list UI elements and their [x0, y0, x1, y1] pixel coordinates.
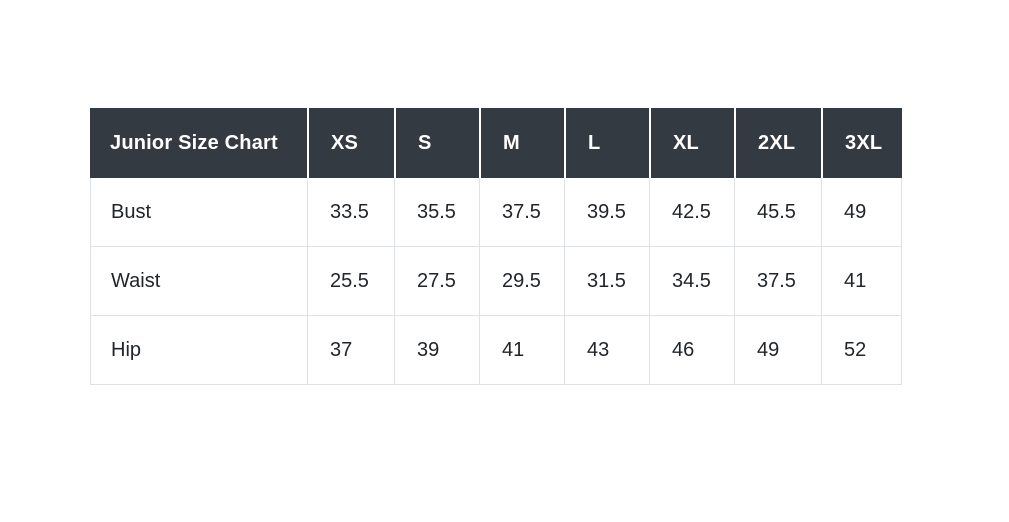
size-value-cell: 37.5 [479, 178, 564, 247]
column-header-l: L [564, 108, 649, 178]
size-value-cell: 31.5 [564, 247, 649, 316]
row-label: Waist [90, 247, 307, 316]
size-value-cell: 37.5 [734, 247, 821, 316]
size-value-cell: 41 [821, 247, 902, 316]
row-label: Bust [90, 178, 307, 247]
column-header-xl: XL [649, 108, 734, 178]
table-row-bust: Bust 33.5 35.5 37.5 39.5 42.5 45.5 49 [90, 178, 902, 247]
table-row-hip: Hip 37 39 41 43 46 49 52 [90, 316, 902, 385]
column-header-2xl: 2XL [734, 108, 821, 178]
size-value-cell: 39.5 [564, 178, 649, 247]
size-value-cell: 35.5 [394, 178, 479, 247]
size-value-cell: 43 [564, 316, 649, 385]
table-body: Bust 33.5 35.5 37.5 39.5 42.5 45.5 49 Waist 25.5 2… [90, 178, 902, 385]
column-header-s: S [394, 108, 479, 178]
size-value-cell: 27.5 [394, 247, 479, 316]
size-value-cell: 49 [821, 178, 902, 247]
size-value-cell: 33.5 [307, 178, 394, 247]
size-value-cell: 49 [734, 316, 821, 385]
table-header: Junior Size Chart XS S M L XL 2XL 3XL [90, 108, 902, 178]
table-row-waist: Waist 25.5 27.5 29.5 31.5 34.5 37.5 41 [90, 247, 902, 316]
table-title: Junior Size Chart [90, 108, 307, 178]
size-value-cell: 37 [307, 316, 394, 385]
size-value-cell: 46 [649, 316, 734, 385]
size-value-cell: 34.5 [649, 247, 734, 316]
size-value-cell: 29.5 [479, 247, 564, 316]
size-value-cell: 42.5 [649, 178, 734, 247]
size-value-cell: 25.5 [307, 247, 394, 316]
size-value-cell: 41 [479, 316, 564, 385]
column-header-3xl: 3XL [821, 108, 902, 178]
size-value-cell: 52 [821, 316, 902, 385]
size-value-cell: 39 [394, 316, 479, 385]
size-value-cell: 45.5 [734, 178, 821, 247]
junior-size-chart-table: Junior Size Chart XS S M L XL 2XL 3XL Bust 33.5 3… [90, 108, 902, 385]
column-header-m: M [479, 108, 564, 178]
column-header-xs: XS [307, 108, 394, 178]
header-row: Junior Size Chart XS S M L XL 2XL 3XL [90, 108, 902, 178]
row-label: Hip [90, 316, 307, 385]
